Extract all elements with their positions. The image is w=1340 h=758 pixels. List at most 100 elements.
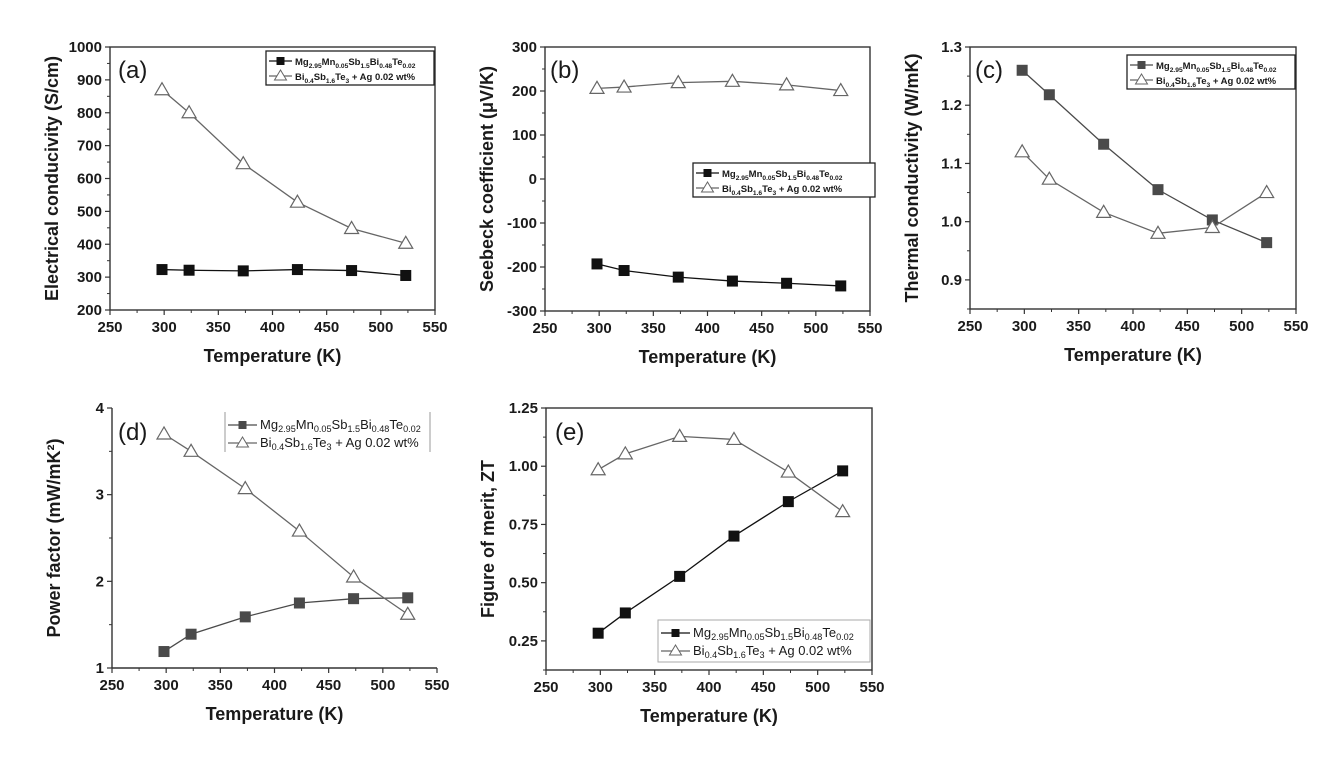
series-line-mg <box>161 268 406 277</box>
data-point-square <box>726 275 738 287</box>
label-part: 3 <box>773 190 777 197</box>
legend-square-marker <box>238 421 247 429</box>
y-tick-label: 200 <box>77 302 102 319</box>
label-part: 2.95 <box>1170 67 1183 74</box>
x-tick-label: 250 <box>532 320 557 337</box>
label-part: 2.95 <box>711 632 729 642</box>
y-tick-label: 2 <box>96 573 104 590</box>
panel-label: (d) <box>118 419 147 446</box>
data-point-square <box>1261 237 1273 249</box>
y-tick-label: 100 <box>512 127 537 144</box>
data-point-square <box>782 496 794 508</box>
y-tick-label: 1.1 <box>941 155 962 172</box>
y-tick-label: 500 <box>77 203 102 220</box>
legend-label: Bi0.4Sb1.6Te3 + Ag 0.02 wt% <box>722 184 843 197</box>
data-point-triangle <box>1041 170 1058 185</box>
label-part: Sb <box>284 435 300 450</box>
y-tick-label: 200 <box>512 83 537 100</box>
x-tick-label: 500 <box>1229 318 1254 335</box>
x-tick-label: 300 <box>154 677 179 694</box>
label-part: Te <box>822 625 836 640</box>
x-tick-label: 450 <box>314 319 339 336</box>
label-part: Bi <box>370 57 380 68</box>
series-line-mg <box>596 263 841 287</box>
data-point-triangle <box>1149 225 1167 239</box>
y-tick-label: 3 <box>96 487 104 504</box>
label-part: + Ag 0.02 wt% <box>776 184 842 195</box>
x-tick-label: 400 <box>262 677 287 694</box>
label-part: 2.95 <box>309 63 322 70</box>
x-axis-title: Temperature (K) <box>639 347 777 367</box>
data-point-triangle <box>235 155 252 170</box>
x-tick-label: 300 <box>588 679 613 696</box>
legend-label: Mg2.95Mn0.05Sb1.5Bi0.48Te0.02 <box>260 417 421 434</box>
label-part: 3 <box>760 650 765 660</box>
x-tick-label: 450 <box>316 677 341 694</box>
data-point-triangle <box>724 73 741 87</box>
data-point-square <box>346 265 358 277</box>
label-part: 1.5 <box>347 424 360 434</box>
data-point-triangle <box>832 82 849 97</box>
label-part: + Ag 0.02 wt% <box>332 435 420 450</box>
y-tick-label: -200 <box>507 259 537 276</box>
data-point-square <box>1152 184 1164 196</box>
legend: Mg2.95Mn0.05Sb1.5Bi0.48Te0.02Bi0.4Sb1.6T… <box>657 619 871 663</box>
legend-label: Mg2.95Mn0.05Sb1.5Bi0.48Te0.02 <box>722 169 843 182</box>
x-tick-label: 450 <box>1175 318 1200 335</box>
label-part: 0.02 <box>836 632 854 642</box>
label-part: 1.5 <box>360 63 370 70</box>
label-part: + Ag 0.02 wt% <box>765 643 853 658</box>
series-line-mg <box>163 597 408 653</box>
y-axis-title: Electrical conducivity (S/cm) <box>42 56 62 301</box>
x-tick-label: 500 <box>805 679 830 696</box>
legend-triangle-marker <box>273 69 288 81</box>
label-part: 1.6 <box>1187 82 1197 89</box>
x-tick-label: 550 <box>422 319 447 336</box>
data-point-square <box>237 265 249 277</box>
label-part: 2.95 <box>278 424 296 434</box>
label-part: 3 <box>327 442 332 452</box>
y-tick-label: 1.3 <box>941 39 962 56</box>
x-tick-label: 400 <box>1120 318 1145 335</box>
data-point-square <box>158 646 170 658</box>
y-tick-label: 4 <box>96 400 105 417</box>
label-part: Sb <box>765 625 781 640</box>
label-part: 0.48 <box>379 63 392 70</box>
label-part: 1.6 <box>300 442 313 452</box>
label-part: 0.4 <box>732 190 742 197</box>
label-part: 3 <box>346 78 350 85</box>
chart-panel-e: 250 300 350 400 450 500 550 0.25 0.50 0.75 1.00 1.2… <box>478 400 885 726</box>
x-tick-label: 350 <box>1066 318 1091 335</box>
panel-label: (b) <box>550 57 579 84</box>
legend-item-mg: Mg2.95Mn0.05Sb1.5Bi0.48Te0.02 <box>228 417 421 434</box>
series-line-mg <box>597 470 843 634</box>
data-point-square <box>291 264 303 276</box>
label-part: Bi <box>693 643 705 658</box>
legend-item-mg: Mg2.95Mn0.05Sb1.5Bi0.48Te0.02 <box>269 57 416 70</box>
data-point-triangle <box>343 220 360 235</box>
data-point-triangle <box>588 80 606 94</box>
y-tick-label: 0.75 <box>509 516 538 533</box>
label-part: 0.02 <box>403 63 416 70</box>
label-part: Mn <box>322 57 336 68</box>
panel-label: (a) <box>118 57 147 84</box>
legend-triangle-marker <box>668 644 683 656</box>
data-point-triangle <box>616 78 633 93</box>
label-part: Mn <box>749 169 763 180</box>
x-tick-label: 250 <box>533 679 558 696</box>
x-tick-label: 550 <box>424 677 449 694</box>
x-tick-label: 500 <box>370 677 395 694</box>
label-part: 0.05 <box>1196 67 1209 74</box>
label-part: 0.48 <box>806 175 819 182</box>
data-point-triangle <box>183 443 200 457</box>
data-point-triangle <box>670 74 687 89</box>
label-part: Bi <box>797 169 807 180</box>
y-axis-title: Thermal conductivity (W/mK) <box>902 53 922 302</box>
data-point-square <box>183 264 195 276</box>
label-part: Te <box>389 417 403 432</box>
label-part: 1.6 <box>753 190 763 197</box>
y-tick-label: 1 <box>96 660 104 677</box>
label-part: + Ag 0.02 wt% <box>1210 76 1276 87</box>
label-part: Te <box>1253 61 1263 72</box>
